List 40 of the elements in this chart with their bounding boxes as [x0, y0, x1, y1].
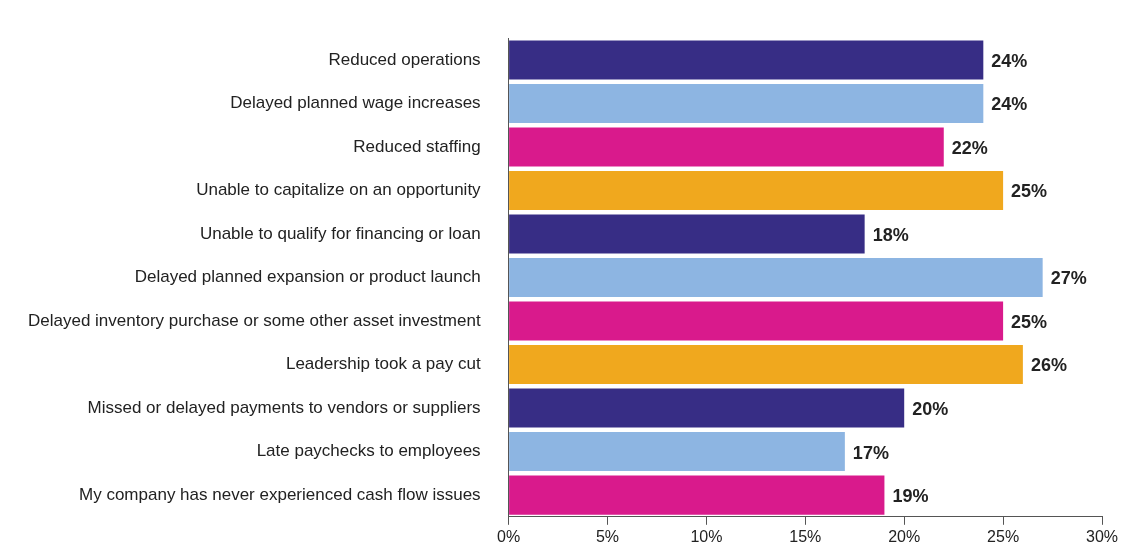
bar — [509, 214, 865, 254]
x-tick-label: 20% — [888, 527, 921, 545]
data-label: 25% — [1011, 311, 1048, 332]
y-tick-label: Reduced operations — [328, 49, 481, 69]
bar — [509, 40, 984, 80]
data-label: 24% — [991, 94, 1028, 115]
x-tick-label: 0% — [497, 527, 521, 545]
y-tick-label: Delayed inventory purchase or some other asset investment — [27, 310, 481, 330]
data-label: 25% — [1011, 181, 1048, 202]
bar — [509, 431, 845, 472]
x-tick-label: 5% — [595, 527, 620, 545]
x-tick-label: 30% — [1085, 527, 1119, 545]
y-tick-label: Unable to qualify for financing or loan — [199, 223, 481, 243]
bar — [509, 257, 1043, 298]
y-tick-label: My company has never experienced cash flow issues — [79, 484, 481, 504]
bar — [509, 344, 1023, 385]
data-label: 20% — [912, 399, 949, 419]
bar — [509, 170, 1004, 211]
data-label: 17% — [852, 442, 889, 463]
x-tick-label: 25% — [987, 527, 1020, 545]
x-tick-label: 10% — [690, 527, 723, 545]
data-label: 19% — [892, 486, 929, 507]
bar — [509, 388, 905, 428]
y-tick-label: Unable to capitalize on an opportunity — [196, 180, 482, 200]
data-label: 24% — [991, 50, 1028, 71]
y-tick-label: Missed or delayed payments to vendors or suppliers — [87, 397, 481, 417]
bar — [509, 301, 1004, 341]
y-tick-label: Reduced staffing — [353, 136, 481, 156]
data-label: 26% — [1030, 355, 1067, 376]
y-tick-label: Delayed planned wage increases — [230, 93, 481, 113]
data-label: 27% — [1050, 268, 1087, 289]
bar — [509, 83, 984, 124]
x-tick-label: 15% — [789, 527, 822, 545]
y-tick-label: Late paychecks to employees — [256, 441, 481, 461]
bar — [509, 127, 944, 167]
y-tick-label: Delayed planned expansion or product launch — [134, 267, 481, 287]
data-label: 22% — [951, 137, 988, 158]
data-label: 18% — [872, 224, 909, 245]
y-tick-label: Leadership took a pay cut — [285, 354, 481, 374]
bar — [509, 475, 885, 515]
